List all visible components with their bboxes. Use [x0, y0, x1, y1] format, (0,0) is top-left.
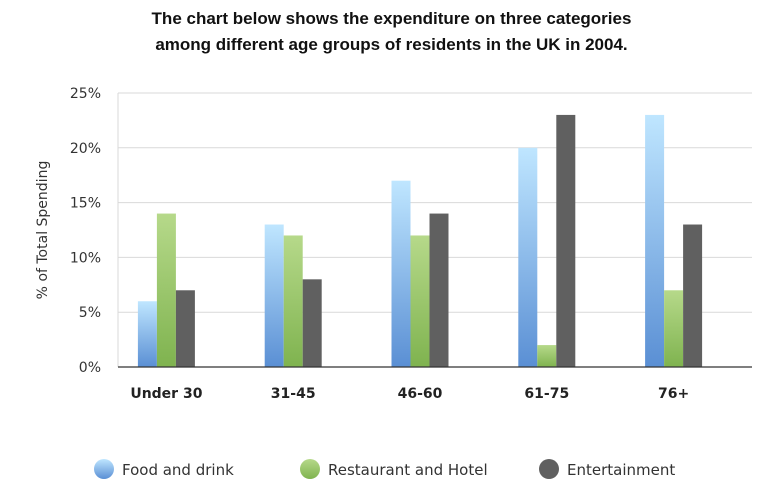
x-category-label: Under 30 — [130, 386, 202, 402]
y-tick-label: 20% — [70, 141, 101, 157]
legend-marker — [539, 459, 559, 479]
bar-food-and-drink — [645, 114, 665, 367]
chart-title-line-1: The chart below shows the expenditure on… — [151, 9, 632, 28]
y-axis-label: % of Total Spending — [35, 161, 51, 300]
bar-entertainment — [429, 213, 449, 367]
bar-restaurant-and-hotel — [537, 345, 557, 367]
bar-food-and-drink — [137, 301, 157, 367]
legend-marker — [300, 459, 320, 479]
bar-entertainment — [556, 114, 576, 367]
bar-restaurant-and-hotel — [664, 290, 684, 367]
chart-title-line-2: among different age groups of residents … — [155, 35, 628, 54]
y-tick-label: 5% — [79, 305, 101, 321]
y-tick-label: 25% — [70, 86, 101, 102]
x-category-label: 76+ — [658, 386, 689, 402]
bar-restaurant-and-hotel — [283, 235, 303, 367]
bar-entertainment — [175, 290, 195, 367]
y-tick-label: 10% — [70, 250, 101, 266]
x-category-label: 31-45 — [271, 386, 316, 402]
bars — [137, 114, 703, 367]
bar-food-and-drink — [518, 147, 538, 367]
bar-restaurant-and-hotel — [410, 235, 430, 367]
x-category-label: 61-75 — [524, 386, 569, 402]
bar-food-and-drink — [391, 180, 411, 367]
legend-marker — [94, 459, 114, 479]
legend-label: Food and drink — [122, 461, 234, 479]
y-tick-label: 15% — [70, 196, 101, 212]
chart-title: The chart below shows the expenditure on… — [0, 6, 783, 58]
bar-entertainment — [683, 224, 703, 367]
x-category-labels: Under 30 31-45 46-60 61-75 76+ — [130, 386, 689, 402]
y-tick-label: 0% — [79, 360, 101, 376]
x-category-label: 46-60 — [398, 386, 443, 402]
legend: Food and drink Restaurant and Hotel Entert… — [94, 459, 675, 479]
legend-label: Entertainment — [567, 461, 675, 479]
bar-restaurant-and-hotel — [156, 213, 176, 367]
legend-label: Restaurant and Hotel — [328, 461, 488, 479]
bar-food-and-drink — [264, 224, 284, 367]
y-tick-labels: 0% 5% 10% 15% 20% 25% — [70, 86, 101, 376]
bar-entertainment — [302, 279, 322, 367]
